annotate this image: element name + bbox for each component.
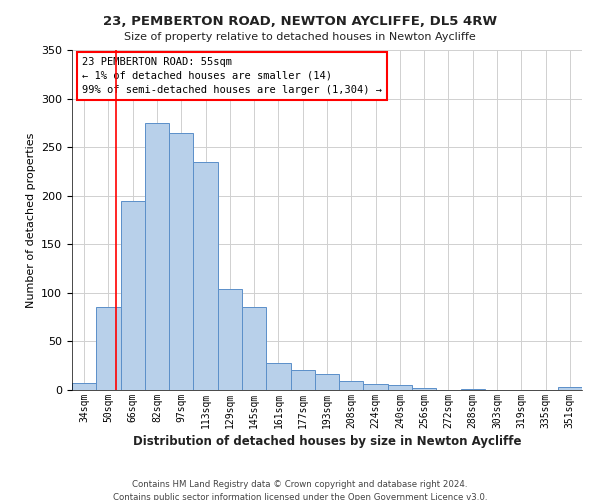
Text: Distribution of detached houses by size in Newton Aycliffe: Distribution of detached houses by size …	[133, 435, 521, 448]
Bar	[461, 389, 485, 390]
Text: Contains HM Land Registry data © Crown copyright and database right 2024.: Contains HM Land Registry data © Crown c…	[132, 480, 468, 489]
Bar	[388, 385, 412, 390]
Bar	[412, 388, 436, 390]
Text: Contains public sector information licensed under the Open Government Licence v3: Contains public sector information licen…	[113, 492, 487, 500]
Text: 23, PEMBERTON ROAD, NEWTON AYCLIFFE, DL5 4RW: 23, PEMBERTON ROAD, NEWTON AYCLIFFE, DL5…	[103, 15, 497, 28]
Bar	[121, 200, 145, 390]
Bar	[266, 363, 290, 390]
Bar	[315, 374, 339, 390]
Text: Size of property relative to detached houses in Newton Aycliffe: Size of property relative to detached ho…	[124, 32, 476, 42]
Bar	[169, 132, 193, 390]
Bar	[364, 384, 388, 390]
Text: 23 PEMBERTON ROAD: 55sqm
← 1% of detached houses are smaller (14)
99% of semi-de: 23 PEMBERTON ROAD: 55sqm ← 1% of detache…	[82, 57, 382, 95]
Bar	[96, 308, 121, 390]
Bar	[193, 162, 218, 390]
Bar	[339, 382, 364, 390]
Bar	[242, 308, 266, 390]
Bar	[290, 370, 315, 390]
Bar	[145, 123, 169, 390]
Bar	[72, 383, 96, 390]
Y-axis label: Number of detached properties: Number of detached properties	[26, 132, 35, 308]
Bar	[218, 289, 242, 390]
Bar	[558, 387, 582, 390]
